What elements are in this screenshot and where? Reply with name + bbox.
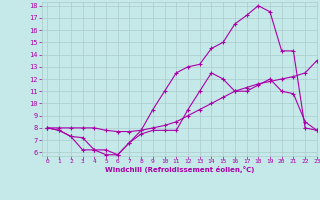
X-axis label: Windchill (Refroidissement éolien,°C): Windchill (Refroidissement éolien,°C) xyxy=(105,166,254,173)
